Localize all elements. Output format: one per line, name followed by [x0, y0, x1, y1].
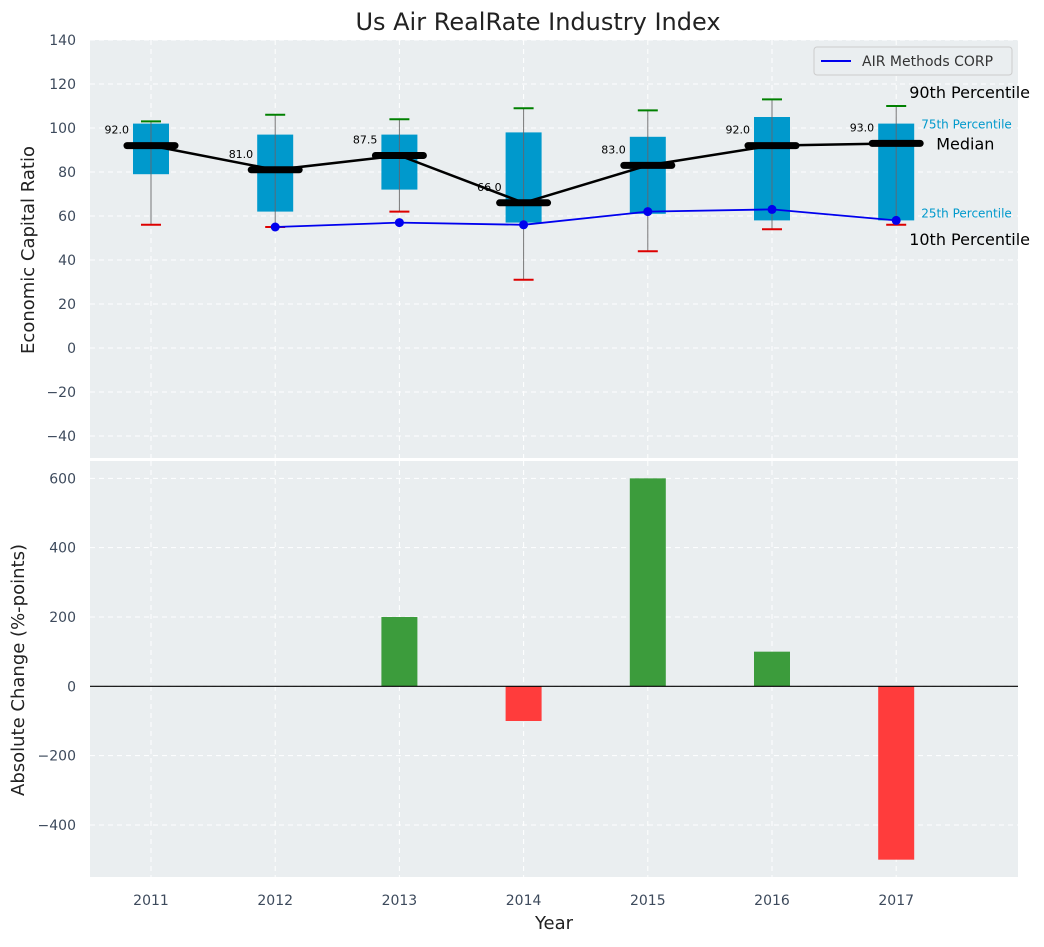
bottom-y-tick-label: 600 [49, 471, 76, 487]
x-tick-label: 2011 [133, 893, 169, 909]
median-value-label: 81.0 [229, 148, 254, 161]
top-y-tick-label: 0 [67, 341, 76, 357]
bottom-y-axis-label: Absolute Change (%-points) [8, 544, 29, 796]
legend-label: AIR Methods CORP [862, 54, 993, 70]
annotation-p10: 10th Percentile [909, 230, 1030, 249]
median-value-label: 92.0 [726, 124, 751, 137]
x-tick-label: 2016 [754, 893, 790, 909]
bottom-y-tick-label: 400 [49, 541, 76, 557]
change-bar [878, 686, 915, 860]
top-y-tick-label: −40 [46, 429, 76, 445]
top-y-axis-label: Economic Capital Ratio [18, 146, 39, 354]
company-series-point [643, 207, 653, 217]
bottom-plot-background [90, 461, 1018, 877]
annotation-median: Median [936, 134, 994, 153]
change-bar [381, 617, 418, 687]
annotation-p75: 75th Percentile [921, 118, 1012, 132]
company-series-point [519, 220, 529, 230]
company-series-point [891, 215, 901, 225]
bottom-y-tick-label: −200 [38, 749, 76, 765]
top-panel: 140 120 100 80 60 40 20 0 −20 −40 92.0 81.0 87.5 66.0… [46, 33, 1030, 458]
change-bar [754, 651, 790, 687]
median-value-label: 92.0 [105, 124, 130, 137]
top-y-tick-label: 80 [58, 165, 76, 181]
top-plot-background [90, 40, 1018, 458]
x-tick-label: 2012 [257, 893, 293, 909]
top-y-tick-label: 60 [58, 209, 76, 225]
chart-title: Us Air RealRate Industry Index [355, 8, 720, 36]
change-bar [505, 686, 542, 721]
x-tick-label: 2015 [630, 893, 666, 909]
bottom-y-tick-label: −400 [38, 818, 76, 834]
x-axis-label: Year [534, 913, 574, 934]
company-series-point [394, 218, 404, 228]
company-series-line [275, 208, 897, 228]
company-series-point [767, 204, 777, 214]
company-series-point [270, 222, 280, 232]
top-y-tick-label: 120 [49, 77, 76, 93]
top-y-tick-label: 40 [58, 253, 76, 269]
bottom-y-tick-label: 200 [49, 610, 76, 626]
top-y-tick-label: 100 [49, 121, 76, 137]
x-tick-label: 2014 [506, 893, 542, 909]
bottom-y-tick-label: 0 [67, 679, 76, 695]
top-y-tick-label: 20 [58, 297, 76, 313]
annotation-p90: 90th Percentile [909, 83, 1030, 102]
bottom-panel: 600 400 200 0 −200 −400 2011 2012 2013 2014 2015 20… [38, 461, 1018, 909]
x-tick-label: 2017 [878, 893, 914, 909]
change-bar [629, 478, 666, 687]
top-y-tick-label: −20 [46, 385, 76, 401]
x-tick-label: 2013 [382, 893, 418, 909]
annotation-p25: 25th Percentile [921, 206, 1012, 220]
median-value-label: 66.0 [477, 181, 502, 194]
legend-box [813, 46, 1013, 76]
median-value-label: 83.0 [601, 143, 626, 156]
median-value-label: 87.5 [353, 134, 378, 147]
top-y-tick-label: 140 [49, 33, 76, 49]
median-value-label: 93.0 [850, 121, 875, 134]
